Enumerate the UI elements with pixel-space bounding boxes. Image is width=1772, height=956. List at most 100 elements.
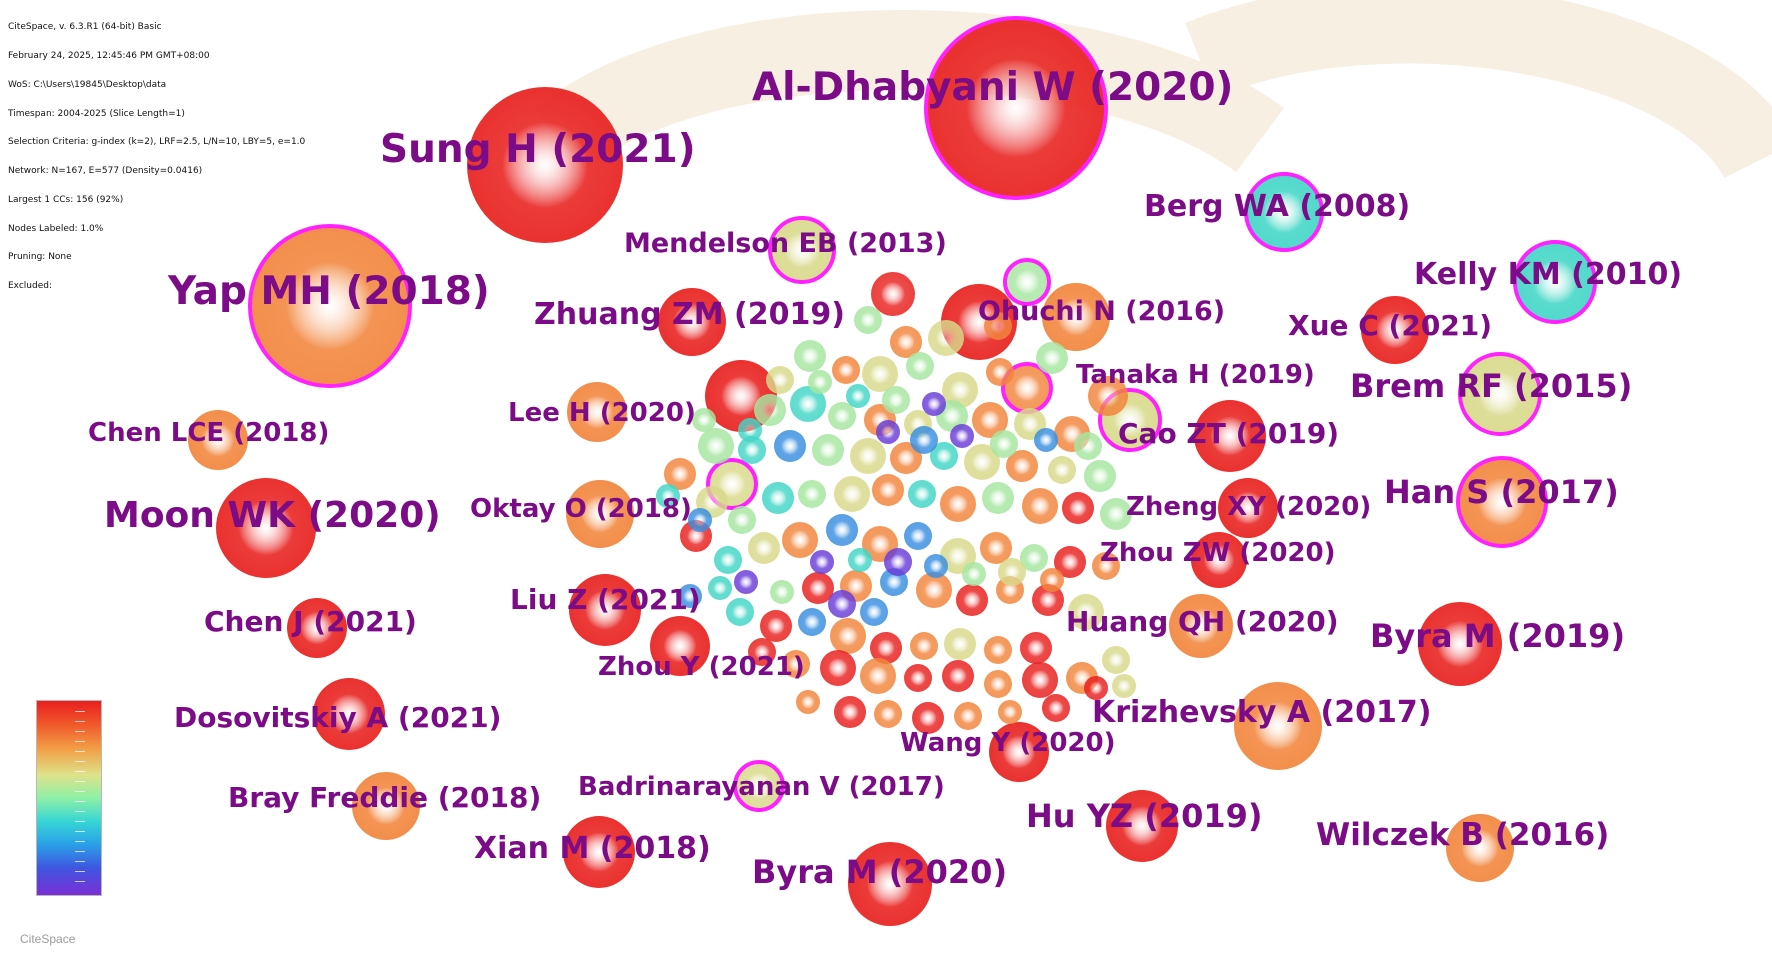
network-node[interactable] xyxy=(922,392,946,416)
network-node[interactable] xyxy=(1048,456,1076,484)
network-node[interactable] xyxy=(876,420,900,444)
network-node[interactable] xyxy=(467,87,623,243)
network-node[interactable] xyxy=(1020,632,1052,664)
network-node[interactable] xyxy=(802,572,834,604)
network-node[interactable] xyxy=(850,438,886,474)
network-node[interactable] xyxy=(790,386,826,422)
network-node[interactable] xyxy=(980,532,1012,564)
network-node[interactable] xyxy=(798,608,826,636)
network-node[interactable] xyxy=(848,548,872,572)
network-node[interactable] xyxy=(1074,432,1102,460)
network-node[interactable] xyxy=(216,478,316,578)
network-node[interactable] xyxy=(1032,584,1064,616)
network-node[interactable] xyxy=(1054,546,1086,578)
network-node[interactable] xyxy=(760,610,792,642)
network-node[interactable] xyxy=(1418,602,1502,686)
node-label[interactable]: Sung H (2021) xyxy=(380,127,696,172)
network-node[interactable] xyxy=(796,690,820,714)
network-node[interactable] xyxy=(950,424,974,448)
network-node[interactable] xyxy=(692,408,716,432)
node-label[interactable]: Chen LCE (2018) xyxy=(88,418,330,448)
network-node[interactable] xyxy=(794,340,826,372)
network-node[interactable] xyxy=(1106,790,1178,862)
network-node[interactable] xyxy=(998,700,1022,724)
network-node[interactable] xyxy=(890,442,922,474)
network-node[interactable] xyxy=(728,506,756,534)
network-node[interactable] xyxy=(904,522,932,550)
network-node[interactable] xyxy=(1084,676,1108,700)
network-node[interactable] xyxy=(748,532,780,564)
node-label[interactable]: Berg WA (2008) xyxy=(1144,189,1411,224)
node-label[interactable]: Xian M (2018) xyxy=(474,831,711,866)
network-node[interactable] xyxy=(834,696,866,728)
network-node[interactable] xyxy=(872,474,904,506)
network-node[interactable] xyxy=(890,326,922,358)
network-node[interactable] xyxy=(567,382,627,442)
node-label[interactable]: Zhou Y (2021) xyxy=(598,652,805,682)
network-node[interactable] xyxy=(854,306,882,334)
network-node[interactable] xyxy=(860,658,896,694)
network-node[interactable] xyxy=(820,650,856,686)
network-node[interactable] xyxy=(916,572,952,608)
network-node[interactable] xyxy=(871,272,915,316)
network-node[interactable] xyxy=(810,550,834,574)
node-label[interactable]: Brem RF (2015) xyxy=(1350,367,1633,405)
node-label[interactable]: Wang Y (2020) xyxy=(900,728,1116,758)
network-node[interactable] xyxy=(986,358,1014,386)
network-node[interactable] xyxy=(828,402,856,430)
network-node[interactable] xyxy=(569,574,641,646)
node-label[interactable]: Ohuchi N (2016) xyxy=(978,296,1226,327)
network-node[interactable] xyxy=(1218,478,1278,538)
network-node[interactable] xyxy=(1191,532,1247,588)
network-node[interactable] xyxy=(1036,342,1068,374)
network-node[interactable] xyxy=(734,570,758,594)
network-node[interactable] xyxy=(989,722,1049,782)
network-node[interactable] xyxy=(754,394,786,426)
network-node[interactable] xyxy=(1042,694,1070,722)
network-node[interactable] xyxy=(1194,400,1266,472)
network-node[interactable] xyxy=(733,760,785,812)
node-label[interactable]: Zhuang ZM (2019) xyxy=(534,297,845,332)
network-node[interactable] xyxy=(808,370,832,394)
network-node[interactable] xyxy=(1062,492,1094,524)
network-node[interactable] xyxy=(906,352,934,380)
network-node[interactable] xyxy=(714,546,742,574)
network-node[interactable] xyxy=(826,514,858,546)
network-node[interactable] xyxy=(942,372,978,408)
network-node[interactable] xyxy=(1100,498,1132,530)
network-node[interactable] xyxy=(1020,544,1048,572)
network-node[interactable] xyxy=(768,216,836,284)
network-node[interactable] xyxy=(313,678,385,750)
network-node[interactable] xyxy=(1102,646,1130,674)
network-node[interactable] xyxy=(563,816,635,888)
node-label[interactable]: Oktay O (2018) xyxy=(470,494,692,524)
network-node[interactable] xyxy=(1456,456,1548,548)
network-node[interactable] xyxy=(944,628,976,660)
node-label[interactable]: Wilczek B (2016) xyxy=(1316,817,1610,853)
network-node[interactable] xyxy=(832,356,860,384)
network-node[interactable] xyxy=(1244,172,1324,252)
network-node[interactable] xyxy=(748,638,776,666)
network-node[interactable] xyxy=(1022,488,1058,524)
node-label[interactable]: Xue C (2021) xyxy=(1288,309,1493,342)
node-label[interactable]: Liu Z (2021) xyxy=(510,583,701,616)
node-label[interactable]: Tanaka H (2019) xyxy=(1076,360,1315,390)
node-label[interactable]: Kelly KM (2010) xyxy=(1414,257,1683,292)
network-node[interactable] xyxy=(782,522,818,558)
network-node[interactable] xyxy=(738,436,766,464)
network-node[interactable] xyxy=(726,598,754,626)
node-label[interactable]: Chen J (2021) xyxy=(204,605,417,638)
network-node[interactable] xyxy=(566,480,634,548)
network-node[interactable] xyxy=(1088,376,1128,416)
network-node[interactable] xyxy=(942,660,974,692)
network-node[interactable] xyxy=(664,458,696,490)
node-label[interactable]: Cao ZT (2019) xyxy=(1118,417,1340,450)
network-node[interactable] xyxy=(998,558,1026,586)
network-node[interactable] xyxy=(962,562,986,586)
network-node[interactable] xyxy=(834,476,870,512)
network-node[interactable] xyxy=(848,842,932,926)
network-node[interactable] xyxy=(984,670,1012,698)
network-node[interactable] xyxy=(1022,662,1058,698)
network-node[interactable] xyxy=(882,386,910,414)
network-node[interactable] xyxy=(940,486,976,522)
